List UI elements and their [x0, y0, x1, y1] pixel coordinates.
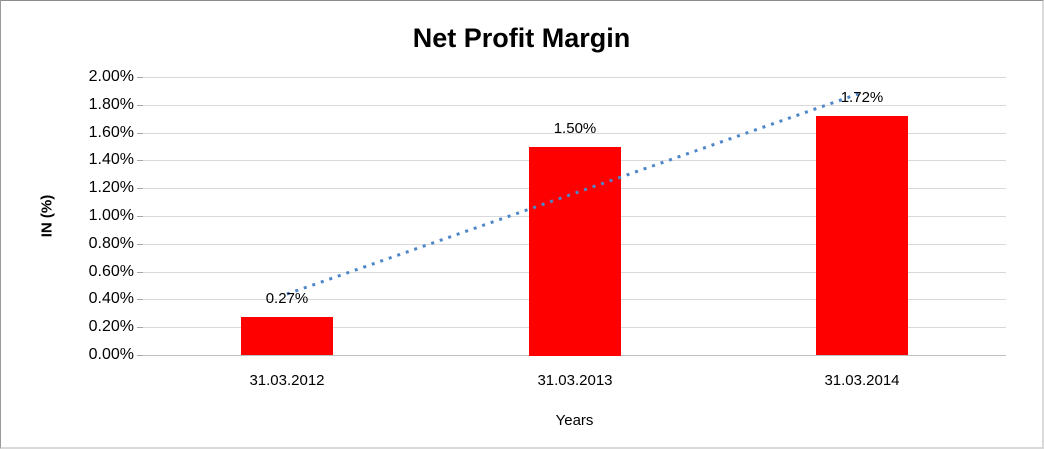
y-tick-label: 0.40% [88, 290, 134, 307]
x-tick-label: 31.03.2013 [537, 372, 613, 389]
x-axis-title: Years [555, 412, 594, 429]
y-tick-label: 1.80% [88, 96, 134, 113]
gridline [143, 133, 1006, 134]
x-tick-label: 31.03.2014 [824, 372, 900, 389]
bar [241, 317, 333, 355]
y-tick-label: 0.80% [88, 235, 134, 252]
y-tick-mark [137, 188, 143, 189]
bar-data-label: 1.50% [553, 120, 597, 137]
y-tick-label: 0.60% [88, 263, 134, 280]
trendline [286, 91, 863, 296]
y-tick-label: 2.00% [88, 68, 134, 85]
y-tick-label: 0.20% [88, 318, 134, 335]
y-tick-mark [137, 355, 143, 356]
bar-data-label: 1.72% [840, 89, 884, 106]
bar [816, 116, 908, 355]
y-tick-mark [137, 327, 143, 328]
y-tick-label: 1.60% [88, 124, 134, 141]
y-tick-label: 0.00% [88, 346, 134, 363]
chart-title: Net Profit Margin [412, 23, 631, 53]
y-tick-label: 1.00% [88, 207, 134, 224]
y-tick-label: 1.20% [88, 179, 134, 196]
y-tick-mark [137, 272, 143, 273]
y-tick-mark [137, 216, 143, 217]
gridline [143, 77, 1006, 78]
x-tick-label: 31.03.2012 [249, 372, 325, 389]
y-tick-mark [137, 299, 143, 300]
y-tick-mark [137, 133, 143, 134]
y-tick-label: 1.40% [88, 151, 134, 168]
y-tick-mark [137, 105, 143, 106]
gridline [143, 105, 1006, 106]
y-tick-mark [137, 160, 143, 161]
bar [529, 147, 621, 356]
y-tick-mark [137, 77, 143, 78]
bar-data-label: 0.27% [265, 290, 309, 307]
y-tick-mark [137, 244, 143, 245]
